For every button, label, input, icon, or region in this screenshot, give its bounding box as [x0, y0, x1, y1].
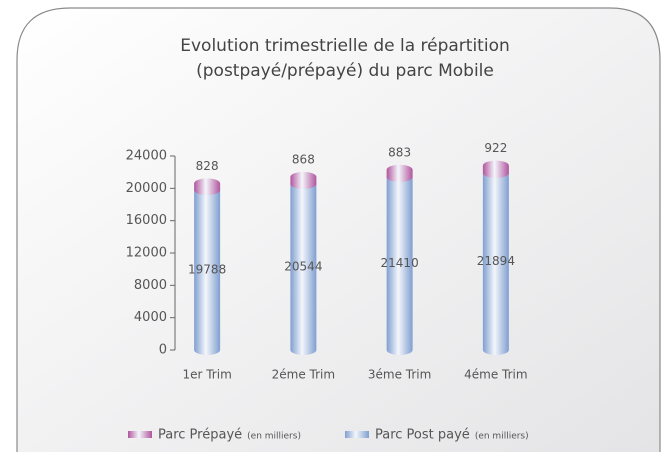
y-tick-label: 0 — [159, 343, 167, 358]
chart-title: Evolution trimestrielle de la répartitio… — [180, 36, 510, 56]
legend-unit: (en milliers) — [475, 432, 529, 442]
y-tick-label: 12000 — [126, 246, 167, 261]
chart-title: (postpayé/prépayé) du parc Mobile — [196, 61, 494, 81]
bar-segment — [290, 178, 317, 355]
bar-segment — [386, 164, 413, 182]
y-tick-label: 20000 — [126, 181, 167, 196]
legend-swatch — [128, 431, 152, 438]
x-tick-label: 2éme Trim — [272, 368, 335, 382]
value-label: 21410 — [381, 256, 419, 270]
bar-segment — [386, 171, 413, 355]
y-tick-label: 16000 — [126, 213, 167, 228]
value-label: 828 — [196, 159, 219, 173]
bar-segment — [482, 160, 509, 179]
x-tick-label: 1er Trim — [182, 368, 231, 382]
value-label: 922 — [484, 141, 507, 155]
bar-segment — [194, 178, 221, 196]
value-label: 868 — [292, 152, 315, 166]
value-label: 883 — [388, 145, 411, 159]
y-tick-label: 4000 — [134, 310, 167, 325]
x-tick-label: 4éme Trim — [464, 368, 527, 382]
legend-swatch — [345, 431, 369, 438]
x-tick-label: 3éme Trim — [368, 368, 431, 382]
y-tick-label: 8000 — [134, 278, 167, 293]
bar-segment — [290, 171, 317, 189]
bar-segment — [482, 168, 509, 355]
value-label: 21894 — [477, 254, 515, 268]
value-label: 20544 — [284, 259, 322, 273]
bar-segment — [194, 185, 221, 355]
legend-unit: (en milliers) — [247, 432, 301, 442]
legend-label: Parc Prépayé — [158, 428, 242, 443]
value-label: 19788 — [188, 263, 226, 277]
legend-label: Parc Post payé — [375, 428, 470, 443]
y-tick-label: 24000 — [126, 149, 167, 164]
